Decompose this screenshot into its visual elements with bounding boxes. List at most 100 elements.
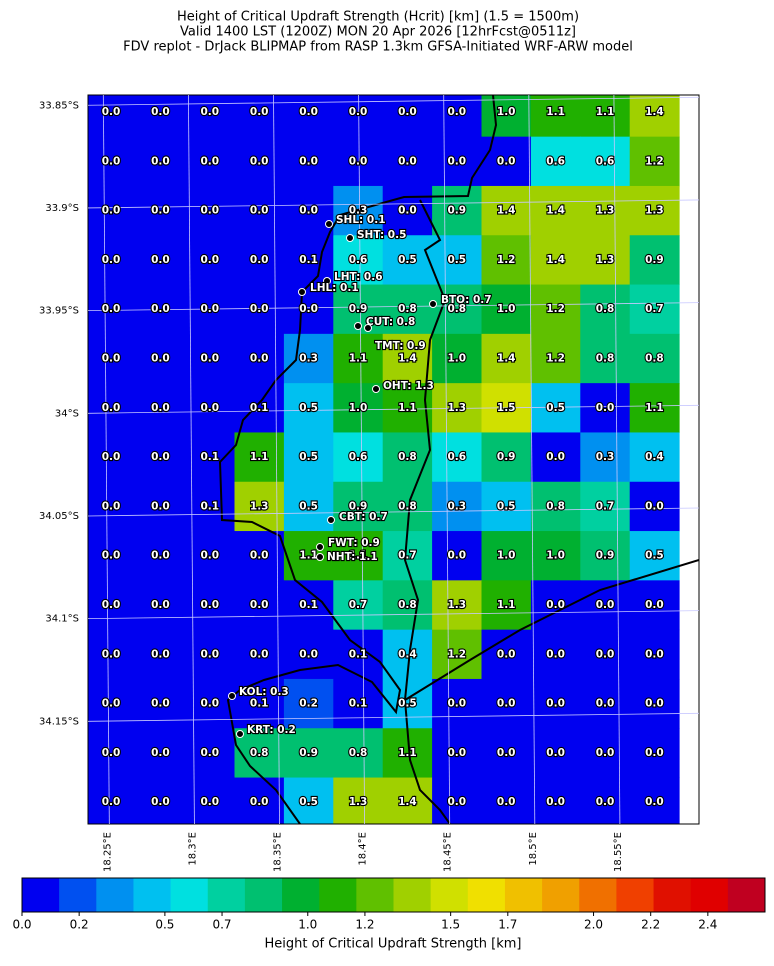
cell [481,284,532,335]
value-label: 1.1 [250,451,269,463]
value-label: 0.0 [151,254,170,266]
cell [185,432,235,483]
cell [432,531,482,581]
value-label: 0.0 [250,254,269,266]
value-label: 0.4 [645,451,664,463]
value-label: 1.3 [447,402,466,414]
cell [333,531,384,581]
cell [185,481,235,532]
value-label: 0.1 [250,402,269,414]
cell [185,333,235,384]
value-label: 0.8 [596,353,615,365]
value-label: 1.4 [398,353,417,365]
cell [530,531,581,581]
cell [481,481,532,532]
map-frame [87,94,700,825]
value-label: 0.0 [546,698,565,710]
cell [580,777,631,824]
value-label: 0.0 [200,698,219,710]
value-label: 0.0 [200,796,219,808]
x-tick-label: 18.4°E [358,832,369,866]
value-label: 0.7 [349,599,368,611]
title-line: FDV replot - DrJack BLIPMAP from RASP 1.… [123,40,633,55]
value-label: 0.0 [299,106,318,118]
station-dot [298,288,306,296]
cell [432,185,482,236]
value-label: 1.4 [546,254,565,266]
cell [283,136,334,187]
axes: 18.25°E 18.3°E 18.35°E 18.4°E 18.45°E 18.5°E 1… [39,100,624,872]
cell [333,432,384,483]
cell [530,432,581,483]
value-label: 1.2 [645,155,664,167]
cell [580,185,631,236]
value-label: 0.0 [497,796,516,808]
station-dot [364,324,372,332]
cell [88,728,137,779]
value-label: 0.0 [151,402,170,414]
cell [530,678,581,729]
value-label: 1.3 [447,599,466,611]
value-label: 0.7 [645,303,664,315]
grid-line [88,302,699,312]
value-label: 0.0 [596,402,615,414]
value-label: 0.3 [447,500,466,512]
station-dot [228,692,236,700]
value-label: 1.1 [596,106,615,118]
cell [283,481,334,532]
cell [629,481,680,532]
grid-line [443,95,451,824]
value-label: 0.5 [398,698,417,710]
colorbar-swatch [356,878,394,912]
cell [88,95,137,138]
value-label: 1.3 [250,500,269,512]
cell [135,580,186,631]
colorbar-swatch [504,878,543,912]
grid-line [358,95,366,824]
colorbar-swatch [133,878,172,912]
cell [629,678,680,729]
cell [88,432,137,483]
value-label: 0.0 [645,796,664,808]
cell [629,629,680,680]
value-label: 0.0 [250,155,269,167]
value-label: 0.0 [151,353,170,365]
value-label: 0.5 [299,500,318,512]
value-label: 0.0 [151,747,170,759]
value-label: 0.0 [102,451,121,463]
value-label: 0.0 [200,599,219,611]
value-label: 0.0 [596,796,615,808]
value-label: 0.0 [200,353,219,365]
cell [580,333,631,384]
station-label: SHL: 0.1 [336,214,386,226]
cell [432,95,482,138]
cell [88,531,137,581]
grid-line [102,95,110,824]
value-label: 0.9 [497,451,516,463]
value-label: 0.5 [497,500,516,512]
value-label: 1.4 [497,353,516,365]
cell [382,95,433,138]
cell [530,235,581,286]
value-label: 1.0 [497,550,516,562]
cell [283,333,334,384]
cell [135,95,186,138]
station-label: SHT: 0.5 [357,229,406,241]
cell [580,284,631,335]
value-label: 0.0 [102,599,121,611]
colorbar-frame [21,877,766,913]
cell [580,383,631,433]
colorbar-swatch [690,878,729,912]
cell [185,531,235,581]
colorbar-swatch [207,878,246,912]
value-label: 0.7 [596,500,615,512]
cell [88,629,137,680]
value-label: 0.0 [447,698,466,710]
cell [629,580,680,631]
value-label: 1.2 [447,648,466,660]
cell [135,481,186,532]
cell [481,777,532,824]
colorbar-tick-label: 1.5 [441,918,460,932]
cell [185,185,235,236]
cell [283,284,334,335]
